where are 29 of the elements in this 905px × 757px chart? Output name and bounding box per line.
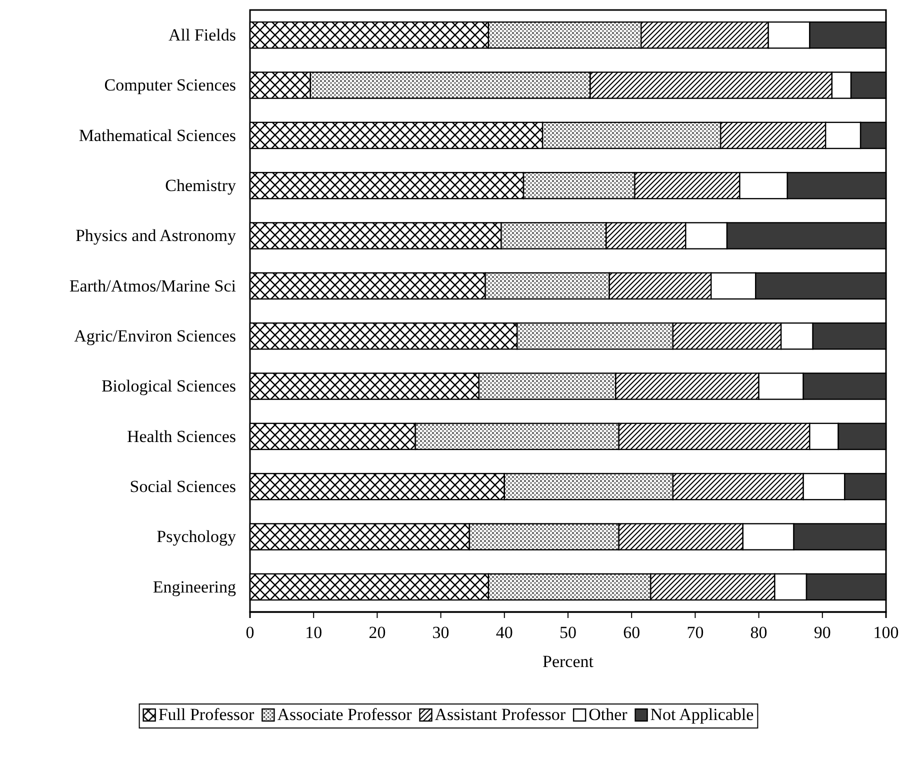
x-tick-label: 0 <box>246 623 254 642</box>
x-tick-label: 50 <box>560 623 576 642</box>
y-tick-label: All Fields <box>168 26 236 45</box>
y-tick-label: Health Sciences <box>126 426 236 446</box>
legend-label: Associate Professor <box>277 705 412 724</box>
y-tick-label: Computer Sciences <box>104 76 236 95</box>
x-tick-label: 60 <box>623 623 640 642</box>
legend-label: Not Applicable <box>650 705 754 724</box>
legend-label: Full Professor <box>158 705 255 724</box>
x-tick-label: 20 <box>368 623 386 642</box>
x-tick-label: 90 <box>814 623 831 642</box>
x-tick-label: 40 <box>496 623 513 642</box>
x-tick-label: 80 <box>750 623 768 642</box>
y-tick-label: Chemistry <box>165 176 236 196</box>
y-tick-label: Biological Sciences <box>101 376 236 396</box>
legend-label: Assistant Professor <box>434 705 566 724</box>
y-tick-label: Physics and Astronomy <box>75 226 236 246</box>
y-tick-label: Engineering <box>152 577 236 596</box>
y-tick-label: Social Sciences <box>130 477 236 496</box>
y-tick-label: Earth/Atmos/Marine Sci <box>69 276 236 296</box>
x-tick-label: 100 <box>873 623 899 642</box>
y-tick-label: Agric/Environ Sciences <box>74 326 236 346</box>
x-tick-label: 30 <box>432 623 450 642</box>
legend-label: Other <box>588 705 628 724</box>
x-tick-label: 70 <box>686 623 704 642</box>
y-tick-label: Psychology <box>156 527 236 546</box>
x-tick-label: 10 <box>305 623 322 642</box>
x-axis-title: Percent <box>542 652 594 671</box>
y-tick-label: Mathematical Sciences <box>78 126 236 145</box>
